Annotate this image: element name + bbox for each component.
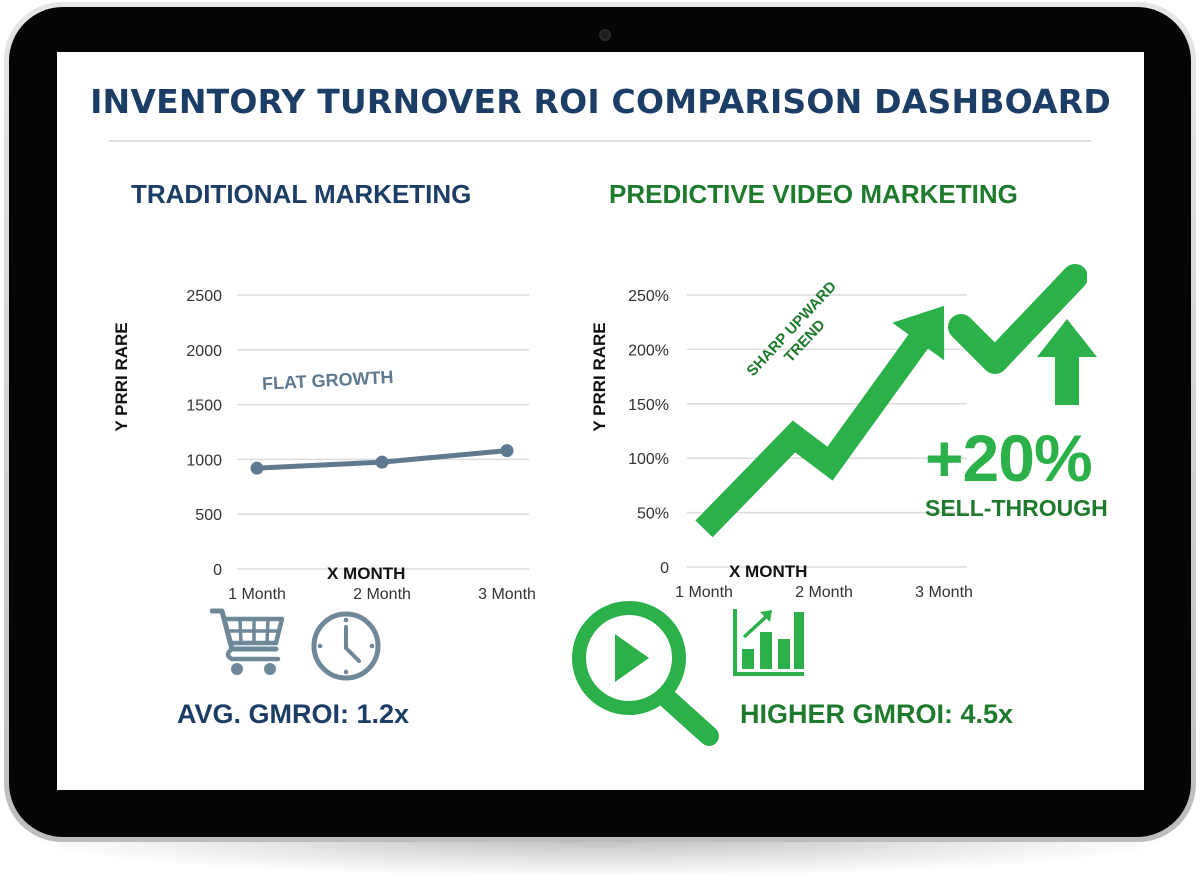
traditional-marketing-title: TRADITIONAL MARKETING — [131, 179, 472, 209]
title-divider — [109, 140, 1091, 142]
sell-through-label: SELL-THROUGH — [925, 495, 1108, 521]
chart-gridlines — [237, 294, 529, 570]
sharp-upward-trend-arrow — [695, 305, 945, 538]
bar-chart-growth-icon — [733, 609, 804, 676]
y-tick-label: 0 — [660, 560, 669, 577]
data-point — [500, 444, 514, 458]
x-axis-ticks: 1 Month 2 Month 3 Month — [228, 586, 536, 603]
y-tick-label: 200% — [628, 342, 669, 359]
y-tick-label: 150% — [628, 397, 669, 414]
arrow-up-icon — [1037, 319, 1097, 405]
video-search-icon — [572, 601, 719, 746]
y-axis-label: Y PRRI RARE — [112, 322, 131, 432]
y-tick-label: 50% — [637, 506, 669, 523]
checkmark-icon — [948, 264, 1087, 374]
traditional-chart-svg: 0 500 1000 1500 2000 2500 1 Month 2 Month 3 Mon… — [186, 288, 536, 603]
y-axis-ticks: 0 500 1000 1500 2000 2500 — [186, 288, 222, 579]
higher-gmroi-metric: HIGHER GMROI: 4.5x — [740, 699, 1014, 729]
y-tick-label: 1000 — [186, 452, 222, 469]
dashboard-screen: INVENTORY TURNOVER ROI COMPARISON DASHBO… — [57, 52, 1144, 790]
shopping-cart-icon — [210, 608, 285, 675]
y-tick-label: 2500 — [186, 288, 222, 305]
y-tick-label: 2000 — [186, 343, 222, 360]
x-tick-label: 3 Month — [478, 586, 536, 603]
data-point — [250, 461, 264, 475]
x-tick-label: 3 Month — [915, 584, 973, 601]
predictive-chart-svg: 0 50% 100% 150% 200% 250% 1 Month 2 Month 3 Mon… — [628, 278, 973, 601]
y-tick-label: 1500 — [186, 398, 222, 415]
predictive-line-chart: 0 50% 100% 150% 200% 250% 1 Month 2 Month 3 Mon… — [557, 232, 973, 601]
y-tick-label: 0 — [213, 562, 222, 579]
page-title: INVENTORY TURNOVER ROI COMPARISON DASHBO… — [90, 82, 1111, 121]
x-tick-label: 1 Month — [228, 586, 286, 603]
x-tick-label: 2 Month — [795, 584, 853, 601]
traditional-data-line — [250, 444, 514, 475]
x-axis-label: X MONTH — [729, 562, 808, 581]
clock-icon — [311, 611, 381, 681]
predictive-video-marketing-title: PREDICTIVE VIDEO MARKETING — [609, 179, 1018, 209]
avg-gmroi-metric: AVG. GMROI: 1.2x — [177, 699, 410, 729]
x-axis-ticks: 1 Month 2 Month 3 Month — [675, 584, 973, 601]
data-point — [375, 455, 389, 469]
y-tick-label: 500 — [195, 507, 222, 524]
traditional-line-chart: 0 500 1000 1500 2000 2500 1 Month 2 Month 3 Mon… — [112, 232, 536, 603]
y-axis-ticks: 0 50% 100% 150% 200% 250% — [628, 288, 669, 577]
x-tick-label: 1 Month — [675, 584, 733, 601]
sell-through-value: +20% — [925, 421, 1093, 495]
y-axis-label: Y PRRI RARE — [590, 322, 609, 432]
trend-arrow-head — [892, 305, 945, 361]
flat-growth-annotation: FLAT GROWTH — [261, 367, 394, 394]
camera-icon — [599, 29, 611, 41]
tablet-bezel: INVENTORY TURNOVER ROI COMPARISON DASHBO… — [9, 7, 1191, 837]
x-tick-label: 2 Month — [353, 586, 411, 603]
y-tick-label: 250% — [628, 288, 669, 305]
tablet-frame: INVENTORY TURNOVER ROI COMPARISON DASHBO… — [4, 2, 1196, 842]
y-tick-label: 100% — [628, 451, 669, 468]
trend-arrow-body — [695, 326, 934, 538]
x-axis-label: X MONTH — [327, 564, 406, 583]
